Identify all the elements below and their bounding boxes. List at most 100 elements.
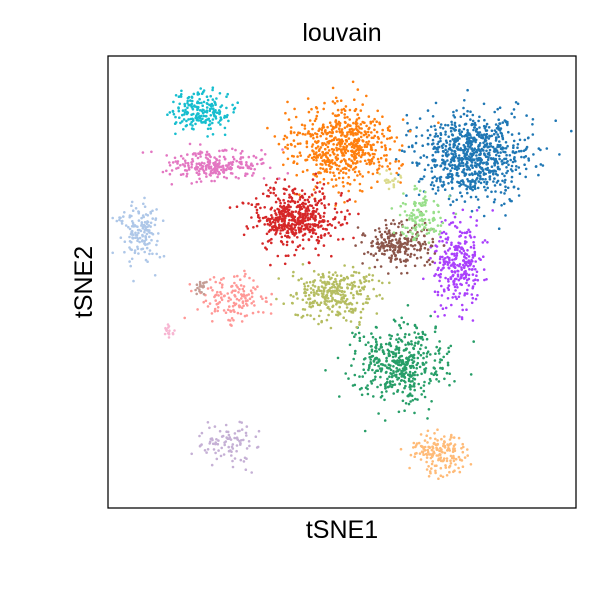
cluster-14-point — [202, 285, 205, 289]
cluster-0-point — [517, 166, 521, 169]
cluster-3-point — [287, 203, 290, 207]
cluster-2-point — [408, 383, 412, 387]
cluster-3-point — [307, 222, 310, 226]
cluster-10-point — [458, 458, 462, 461]
cluster-10-point — [445, 459, 449, 463]
cluster-1-point — [365, 94, 368, 98]
cluster-3-point — [267, 189, 270, 192]
cluster-7-point — [355, 301, 359, 305]
cluster-1-point — [282, 163, 285, 167]
cluster-1-point — [299, 154, 303, 157]
cluster-3-point — [293, 226, 297, 229]
cluster-0-point — [488, 148, 492, 152]
cluster-4-point — [441, 307, 445, 311]
cluster-0-point — [519, 149, 523, 153]
cluster-3-point — [323, 204, 326, 207]
cluster-0-point — [487, 156, 490, 159]
cluster-9-point — [136, 228, 140, 232]
cluster-3-point — [283, 192, 286, 195]
cluster-3-point — [315, 208, 319, 211]
cluster-7-point — [365, 297, 369, 301]
cluster-2-point — [377, 412, 380, 415]
cluster-7-point — [312, 291, 316, 294]
cluster-2-point — [402, 321, 406, 324]
cluster-0-point — [434, 165, 437, 168]
cluster-3-point — [241, 201, 244, 205]
cluster-12-point — [215, 293, 218, 297]
cluster-2-point — [438, 361, 442, 364]
cluster-13-point — [215, 438, 218, 441]
cluster-4-point — [465, 272, 468, 276]
x-axis-label: tSNE1 — [306, 516, 378, 544]
cluster-12-point — [232, 308, 235, 312]
cluster-6-point — [196, 156, 200, 160]
cluster-1-point — [335, 184, 338, 187]
cluster-7-point — [359, 310, 363, 314]
cluster-2-point — [469, 373, 473, 376]
cluster-11-point — [438, 230, 442, 233]
cluster-10-point — [439, 474, 443, 478]
cluster-1-point — [273, 135, 277, 138]
cluster-1-point — [308, 119, 312, 122]
cluster-12-point — [202, 300, 205, 304]
cluster-2-point — [382, 350, 385, 353]
cluster-2-point — [353, 335, 356, 339]
cluster-8-point — [178, 102, 181, 106]
cluster-8-point — [200, 101, 203, 105]
cluster-13-point — [223, 441, 226, 444]
cluster-3-point — [266, 218, 269, 221]
cluster-3-point — [348, 198, 352, 201]
cluster-1-point — [344, 172, 348, 175]
cluster-1-point — [350, 145, 354, 149]
cluster-4-point — [472, 279, 475, 282]
cluster-11-point — [423, 218, 427, 221]
cluster-1-point — [339, 160, 343, 164]
cluster-0-point — [462, 180, 465, 184]
cluster-6-point — [247, 155, 251, 159]
cluster-9-point — [138, 236, 142, 240]
cluster-0-point — [479, 171, 483, 174]
cluster-3-point — [316, 238, 319, 242]
cluster-2-point — [429, 314, 433, 318]
cluster-1-point — [366, 143, 370, 146]
cluster-0-point — [461, 148, 464, 152]
cluster-4-point — [451, 258, 454, 262]
cluster-10-point — [427, 475, 431, 478]
cluster-0-point — [462, 143, 466, 147]
cluster-10-point — [469, 463, 473, 466]
cluster-4-point — [460, 251, 464, 255]
cluster-7-point — [277, 277, 281, 280]
cluster-0-point — [439, 126, 442, 129]
cluster-0-point — [478, 158, 481, 162]
cluster-3-point — [282, 204, 286, 208]
cluster-3-point — [274, 194, 278, 197]
cluster-10-point — [412, 446, 415, 449]
cluster-3-point — [255, 208, 259, 212]
cluster-6-point — [223, 157, 227, 161]
cluster-7-point — [321, 281, 324, 284]
cluster-4-point — [483, 239, 487, 242]
cluster-0-point — [444, 154, 448, 157]
cluster-1-point — [348, 118, 352, 121]
cluster-3-point — [294, 229, 298, 232]
cluster-15-point — [167, 336, 171, 339]
cluster-1-point — [369, 122, 373, 125]
cluster-3-point — [317, 253, 320, 257]
cluster-13-point — [235, 449, 238, 453]
cluster-3-point — [288, 236, 291, 239]
cluster-7-point — [371, 274, 375, 277]
cluster-5-point — [385, 227, 388, 230]
cluster-2-point — [442, 355, 446, 359]
cluster-0-point — [501, 137, 505, 141]
cluster-13-point — [233, 432, 237, 435]
cluster-3-point — [348, 212, 351, 216]
cluster-7-point — [303, 291, 306, 295]
cluster-0-point — [431, 181, 434, 184]
cluster-1-point — [353, 170, 357, 174]
cluster-0-point — [450, 180, 453, 183]
cluster-7-point — [346, 286, 349, 289]
cluster-0-point — [482, 214, 486, 218]
cluster-6-point — [175, 167, 178, 170]
cluster-13-point — [235, 444, 239, 447]
cluster-5-point — [409, 239, 413, 243]
